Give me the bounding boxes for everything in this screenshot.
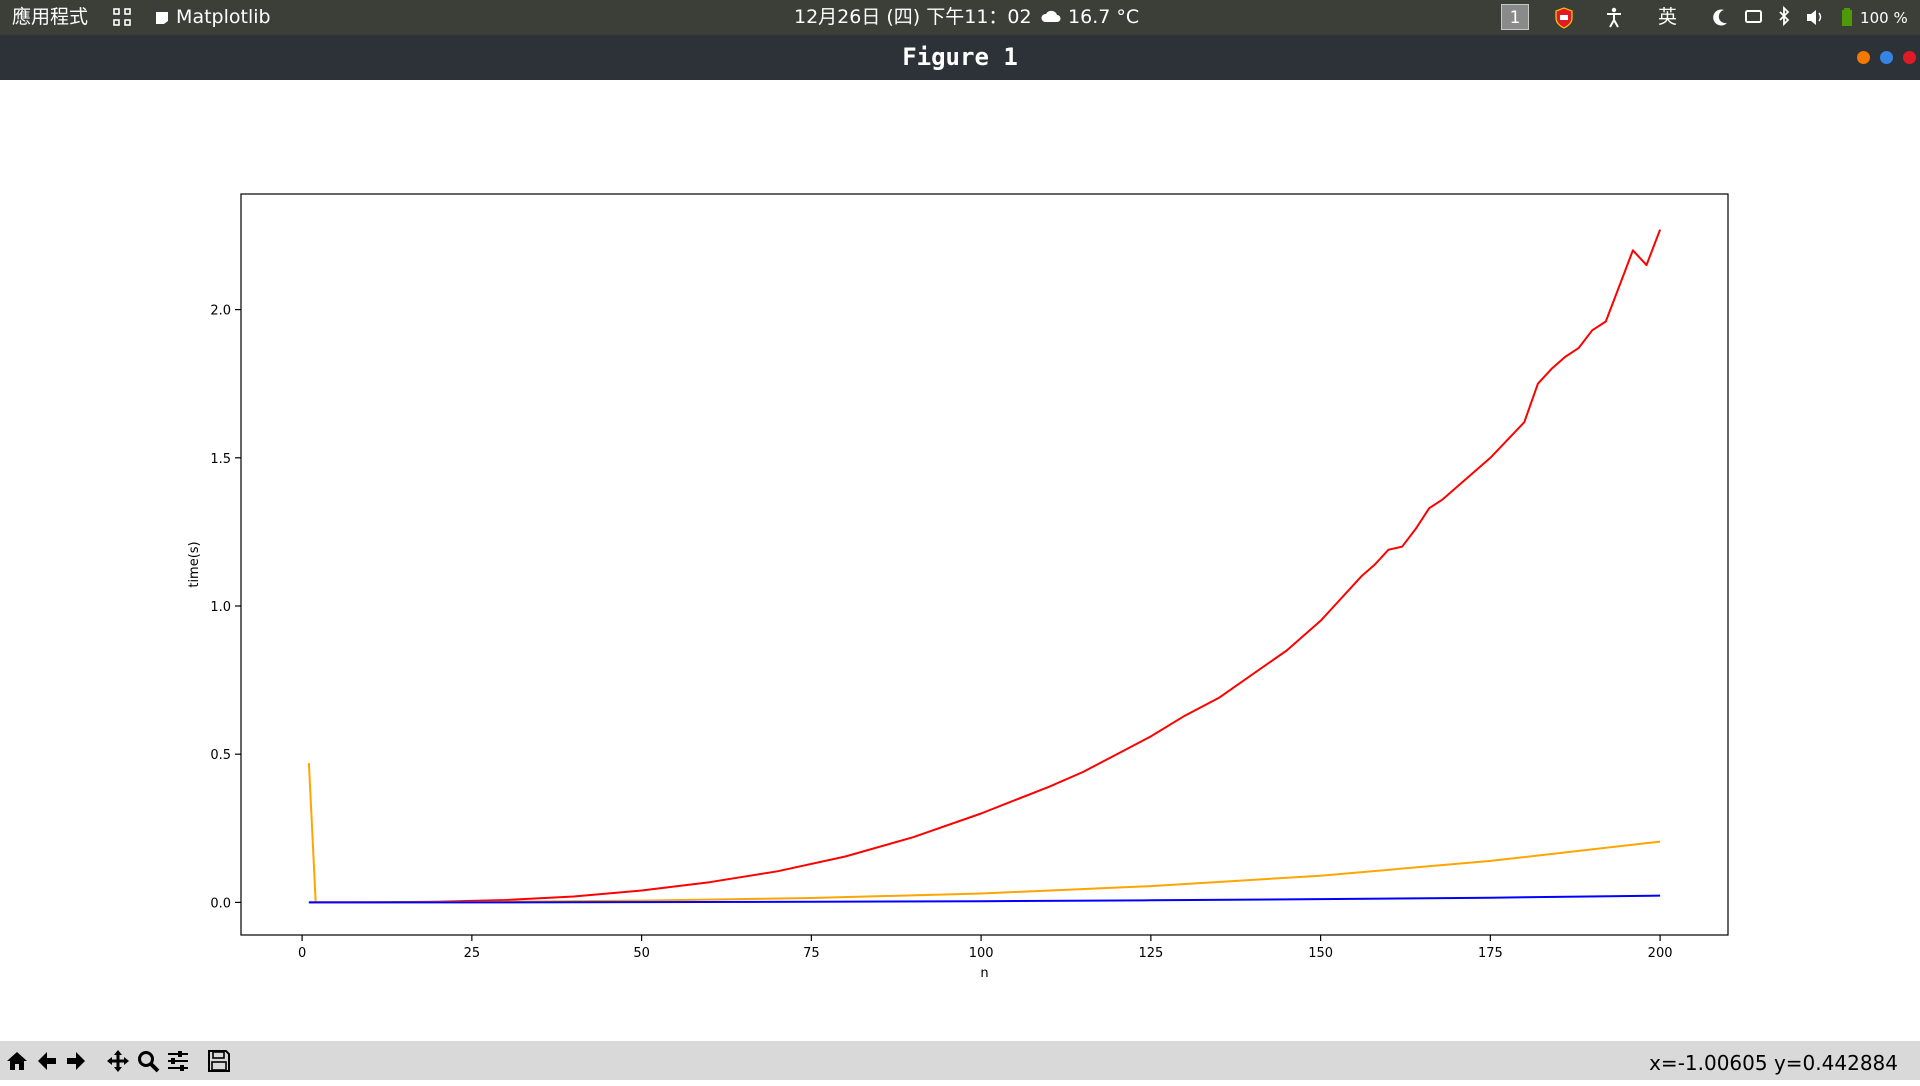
x-tick-label: 175	[1478, 946, 1503, 961]
back-button[interactable]	[33, 1047, 61, 1075]
y-tick-label: 2.0	[210, 304, 231, 319]
screen-icon[interactable]	[1744, 0, 1764, 35]
move-icon	[107, 1050, 129, 1072]
window-title-bar[interactable]: Figure 1	[0, 35, 1920, 80]
magnifier-icon	[138, 1051, 160, 1073]
shield-icon[interactable]	[1553, 0, 1575, 35]
zoom-button[interactable]	[134, 1047, 162, 1075]
input-method-indicator[interactable]: 英	[1658, 6, 1678, 28]
home-icon	[7, 1052, 27, 1070]
y-tick-label: 0.5	[210, 748, 231, 763]
forward-button[interactable]	[62, 1047, 90, 1075]
volume-icon[interactable]	[1804, 0, 1826, 35]
workspace-indicator[interactable]: 1	[1501, 4, 1529, 30]
arrow-left-icon	[38, 1052, 56, 1070]
y-tick-label: 1.0	[210, 600, 231, 615]
y-tick-label: 1.5	[210, 452, 231, 467]
series-line-3	[308, 894, 1661, 904]
weather-indicator[interactable]: 16.7 °C	[1040, 0, 1139, 35]
battery-icon	[1842, 8, 1852, 26]
window-title: Figure 1	[902, 43, 1018, 71]
accessibility-icon[interactable]	[1604, 0, 1624, 35]
close-button[interactable]	[1903, 51, 1916, 64]
arrow-right-icon	[67, 1052, 85, 1070]
system-top-bar: 應用程式 Matplotlib 12月26日 (四) 下午11：02 16.7 …	[0, 0, 1920, 35]
active-app-name: Matplotlib	[176, 6, 271, 28]
night-mode-icon[interactable]	[1712, 0, 1730, 35]
x-axis-label: n	[980, 966, 988, 981]
x-tick-label: 0	[298, 946, 306, 961]
temperature: 16.7 °C	[1068, 6, 1140, 28]
series-line-1	[308, 229, 1662, 904]
clock[interactable]: 12月26日 (四) 下午11：02	[794, 6, 1032, 28]
app-window-icon	[156, 12, 168, 24]
minimize-button[interactable]	[1857, 51, 1870, 64]
x-tick-label: 75	[803, 946, 820, 961]
applications-menu[interactable]: 應用程式	[12, 6, 89, 28]
navigation-toolbar: x=-1.00605 y=0.442884	[0, 1041, 1920, 1080]
battery-level: 100 %	[1860, 9, 1908, 27]
y-tick-label: 0.0	[210, 896, 231, 911]
sliders-icon	[168, 1051, 188, 1071]
configure-subplots-button[interactable]	[164, 1047, 192, 1075]
floppy-disk-icon	[208, 1050, 230, 1072]
save-button[interactable]	[205, 1047, 233, 1075]
series-line-2	[307, 763, 1661, 904]
pan-button[interactable]	[104, 1047, 132, 1075]
x-tick-label: 125	[1138, 946, 1163, 961]
active-app-indicator[interactable]: Matplotlib	[154, 0, 271, 35]
axes-frame	[240, 193, 1729, 936]
x-tick-label: 200	[1648, 946, 1673, 961]
x-tick-label: 25	[464, 946, 481, 961]
cursor-coordinates: x=-1.00605 y=0.442884	[1649, 1051, 1898, 1075]
figure-canvas[interactable]: 0 25 50 75 100 125 150 175 200 0.0 0.5 1.0 1.5 2.0 n ti…	[0, 80, 1920, 1041]
app-grid-icon[interactable]	[112, 0, 134, 35]
bluetooth-icon[interactable]	[1776, 0, 1792, 35]
battery-indicator[interactable]: 100 %	[1840, 0, 1908, 35]
x-tick-label: 50	[633, 946, 650, 961]
y-axis-label: time(s)	[187, 541, 202, 587]
x-tick-label: 150	[1308, 946, 1333, 961]
x-tick-label: 100	[969, 946, 994, 961]
maximize-button[interactable]	[1880, 51, 1893, 64]
home-button[interactable]	[3, 1047, 31, 1075]
cloud-icon	[1041, 10, 1061, 22]
